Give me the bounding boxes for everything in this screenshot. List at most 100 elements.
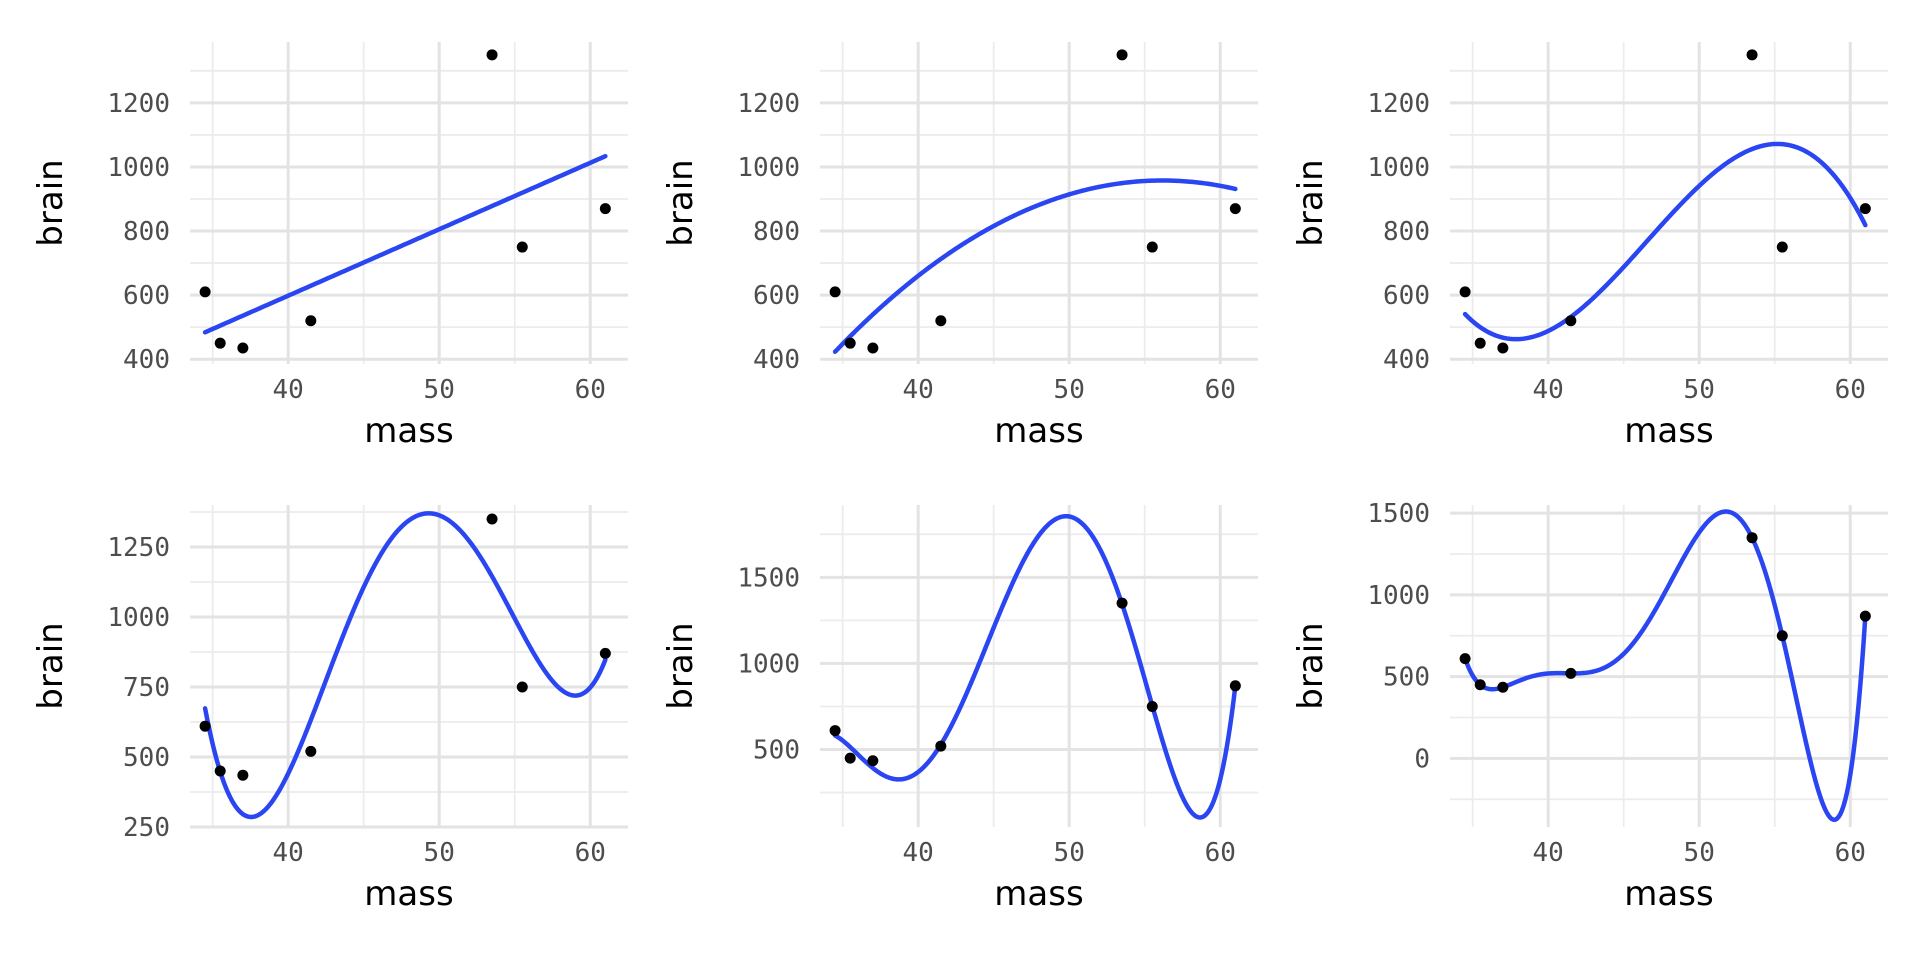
data-point [1859,203,1871,215]
data-point [1497,342,1509,354]
fit-line [1462,509,1868,822]
y-tick-label: 400 [1383,345,1430,375]
fit-line [1462,141,1868,342]
data-point [1776,630,1788,642]
panel-6: 40 50 60 0 500 1000 1500 mass brain [1291,499,1888,914]
y-tick-label: 1200 [1367,89,1430,119]
y-axis-title: brain [1291,159,1331,246]
data-point [1474,679,1486,691]
x-tick-label: 60 [1205,375,1236,405]
y-tick-label: 1000 [1367,581,1430,611]
y-tick-label: 1000 [737,153,800,183]
data-point [1474,337,1486,349]
y-tick-label: 600 [1383,281,1430,311]
x-tick-label: 60 [1835,375,1866,405]
y-tick-label: 1250 [107,533,170,563]
data-point [199,720,211,732]
y-tick-label: 1500 [1367,499,1430,529]
y-tick-label: 500 [1383,663,1430,693]
data-point [1116,49,1128,61]
data-point [599,203,611,215]
y-axis-title: brain [661,622,701,709]
y-tick-label: 600 [123,281,170,311]
data-point [305,745,317,757]
y-tick-label: 800 [753,217,800,247]
data-point [844,337,856,349]
data-point [1746,49,1758,61]
x-tick-label: 40 [1533,375,1564,405]
y-tick-label: 750 [123,673,170,703]
y-tick-label: 1000 [107,153,170,183]
data-point [1146,700,1158,712]
x-axis-title: mass [364,411,453,451]
y-tick-label: 0 [1414,744,1430,774]
y-axis-title: brain [1291,622,1331,709]
data-point [486,49,498,61]
x-tick-label: 40 [903,375,934,405]
x-tick-label: 50 [1684,838,1715,868]
data-point [935,315,947,327]
y-axis-title: brain [31,159,71,246]
y-tick-label: 1200 [737,89,800,119]
panel-5: 40 50 60 500 1000 1500 mass brain [661,505,1258,914]
data-point [214,765,226,777]
data-point [829,725,841,737]
data-point [214,337,226,349]
y-tick-label: 400 [753,345,800,375]
panel-3: 40 50 60 400 600 800 1000 1200 mass brain [1291,42,1888,451]
data-point [199,286,211,298]
data-point [1459,653,1471,665]
y-tick-label: 250 [123,813,170,843]
x-tick-label: 50 [1684,375,1715,405]
y-tick-label: 600 [753,281,800,311]
fit-line [832,178,1238,354]
x-tick-label: 40 [903,838,934,868]
fit-line [832,513,1238,820]
data-point [1497,681,1509,693]
y-tick-label: 500 [753,736,800,766]
x-tick-label: 60 [575,375,606,405]
y-tick-label: 800 [123,217,170,247]
x-axis-title: mass [364,874,453,914]
x-tick-label: 40 [1533,838,1564,868]
y-tick-label: 800 [1383,217,1430,247]
data-point [1565,315,1577,327]
data-point [1116,597,1128,609]
x-axis-title: mass [994,411,1083,451]
data-point [867,755,879,767]
data-point [935,740,947,752]
x-axis-title: mass [1624,874,1713,914]
data-point [305,315,317,327]
x-tick-label: 40 [273,838,304,868]
data-point [1776,241,1788,253]
panel-2: 40 50 60 400 600 800 1000 1200 mass brain [661,42,1258,451]
y-tick-label: 500 [123,743,170,773]
x-tick-label: 60 [1205,838,1236,868]
data-point [1229,680,1241,692]
data-point [1146,241,1158,253]
data-point [1459,286,1471,298]
x-tick-label: 50 [1054,838,1085,868]
panel-4: 40 50 60 250 500 750 1000 1250 mass brain [31,505,628,914]
data-point [599,647,611,659]
data-point [829,286,841,298]
data-point [486,513,498,525]
data-point [844,752,856,764]
fit-line [202,153,608,335]
data-point [237,769,249,781]
x-tick-label: 50 [424,838,455,868]
x-tick-label: 50 [1054,375,1085,405]
x-axis-title: mass [994,874,1083,914]
data-point [237,342,249,354]
data-point [1229,203,1241,215]
y-tick-label: 1000 [737,649,800,679]
y-axis-title: brain [31,622,71,709]
y-tick-label: 1500 [737,563,800,593]
y-axis-title: brain [661,159,701,246]
data-point [516,681,528,693]
x-tick-label: 60 [575,838,606,868]
x-axis-title: mass [1624,411,1713,451]
fit-line [202,511,608,820]
data-point [1859,610,1871,622]
